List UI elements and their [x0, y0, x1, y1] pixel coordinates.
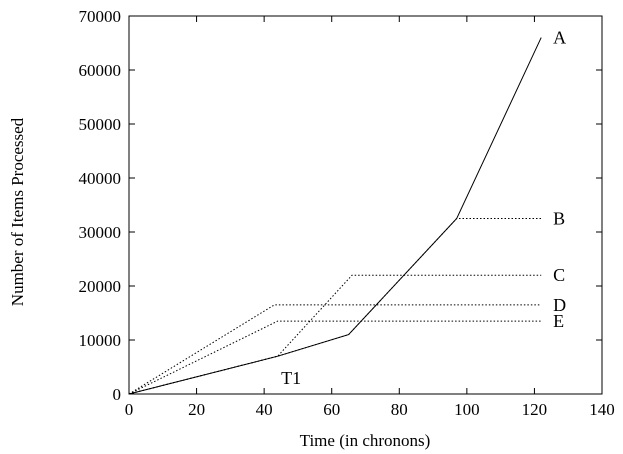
y-tick-label: 30000	[79, 223, 122, 242]
y-tick-label: 40000	[79, 169, 122, 188]
y-axis-title: Number of Items Processed	[8, 117, 27, 306]
x-tick-label: 60	[323, 400, 340, 419]
series-line-c	[128, 274, 542, 395]
y-tick-label: 0	[113, 385, 122, 404]
plot-frame	[128, 15, 603, 395]
x-tick-label: 20	[188, 400, 205, 419]
x-tick-label: 80	[391, 400, 408, 419]
series-line-d	[128, 304, 542, 395]
x-tick-label: 100	[454, 400, 480, 419]
series-line-a	[128, 37, 542, 395]
series-label-d: D	[553, 295, 566, 315]
x-tick-label: 0	[125, 400, 134, 419]
y-tick-label: 10000	[79, 331, 122, 350]
y-tick-label: 70000	[79, 7, 122, 26]
series-label-b: B	[553, 209, 565, 229]
series-label-e: E	[553, 311, 564, 331]
series-label-a: A	[553, 28, 566, 48]
y-tick-label: 20000	[79, 277, 122, 296]
annotation-label: T1	[281, 368, 301, 388]
series-label-c: C	[553, 265, 565, 285]
series-line-b	[128, 218, 542, 395]
y-tick-label: 50000	[79, 115, 122, 134]
series-line-e	[128, 320, 542, 395]
x-tick-label: 120	[522, 400, 548, 419]
x-axis-title: Time (in chronons)	[300, 431, 431, 450]
y-tick-label: 60000	[79, 61, 122, 80]
x-tick-label: 40	[256, 400, 273, 419]
x-tick-label: 140	[589, 400, 615, 419]
